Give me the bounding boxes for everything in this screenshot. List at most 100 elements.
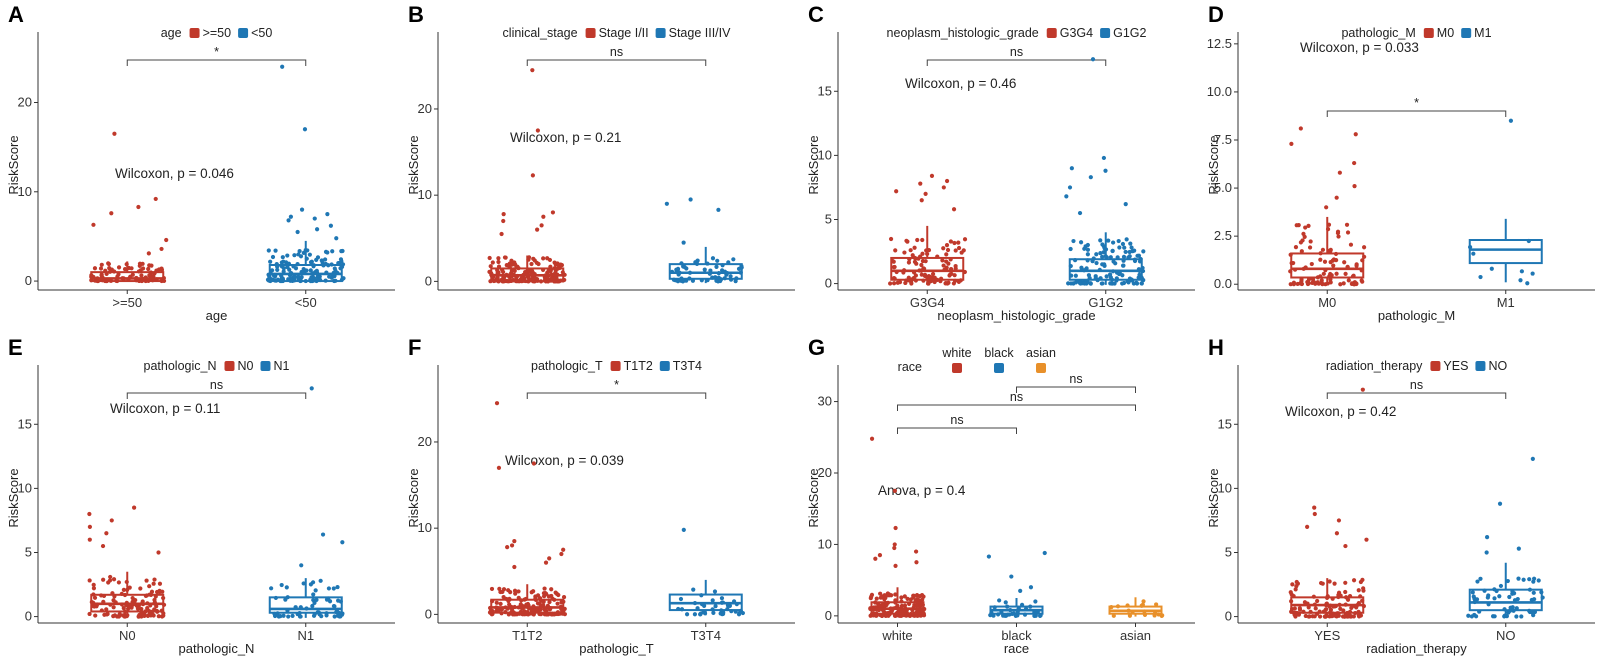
data-point	[501, 269, 506, 275]
data-point	[1106, 238, 1111, 243]
x-tick-label: asian	[1120, 628, 1151, 643]
data-point	[1094, 252, 1099, 257]
data-point	[1299, 249, 1304, 254]
data-point	[1470, 590, 1475, 595]
data-point	[953, 248, 958, 253]
data-point	[912, 259, 918, 265]
data-point	[917, 604, 923, 609]
data-point	[1293, 587, 1298, 592]
data-point	[135, 606, 141, 611]
significance-bracket	[126, 59, 307, 66]
data-point	[98, 266, 104, 271]
box-iqr	[90, 271, 165, 283]
data-point	[502, 255, 508, 260]
data-point	[692, 612, 698, 617]
legend-swatch	[1036, 363, 1046, 373]
box-group-1	[1468, 118, 1543, 286]
data-point	[144, 578, 149, 583]
outlier-point	[512, 539, 517, 544]
data-point	[121, 587, 126, 592]
panel-b: B 0 10 20 RiskScore clinical_stage Stage I/II S…	[406, 2, 795, 291]
box-group-1	[1466, 456, 1545, 619]
data-point	[304, 268, 309, 273]
data-point	[1319, 280, 1324, 285]
y-axis-title: RiskScore	[1206, 468, 1221, 527]
data-point	[898, 613, 904, 618]
data-point	[1141, 599, 1146, 604]
data-point	[1135, 253, 1140, 258]
data-point	[500, 589, 505, 595]
data-point	[713, 604, 718, 609]
significance-label: ns	[1069, 372, 1082, 386]
y-axis-title: RiskScore	[406, 468, 421, 527]
outlier-point	[295, 229, 300, 235]
data-point	[1532, 576, 1537, 581]
legend-swatch	[189, 28, 200, 38]
data-point	[1348, 242, 1354, 247]
y-tick-label: 0	[1225, 609, 1232, 624]
data-point	[512, 268, 517, 273]
outlier-point	[299, 563, 304, 568]
outlier-point	[664, 201, 669, 206]
data-point	[283, 597, 288, 602]
significance-label: ns	[210, 378, 223, 392]
outlier-point	[109, 518, 114, 523]
significance-bracket	[926, 59, 1107, 66]
data-point	[270, 254, 276, 260]
data-point	[296, 274, 301, 279]
outlier-point	[1289, 141, 1294, 146]
outlier-point	[892, 545, 897, 551]
data-point	[1358, 579, 1363, 585]
significance-label: ns	[950, 413, 963, 427]
data-point	[1331, 263, 1336, 268]
panel-letter: D	[1208, 2, 1224, 27]
legend-swatch	[224, 361, 235, 371]
data-point	[1137, 272, 1142, 277]
y-tick-label: 5	[1225, 544, 1232, 559]
data-point	[541, 594, 547, 599]
y-axis-title: RiskScore	[6, 468, 21, 527]
data-point	[1469, 614, 1474, 619]
outlier-point	[1324, 205, 1329, 210]
box-group-0	[1288, 387, 1369, 619]
data-point	[1320, 247, 1326, 252]
outlier-point	[914, 560, 919, 565]
data-point	[1111, 240, 1116, 245]
significance-bracket	[526, 392, 707, 399]
data-point	[531, 589, 536, 594]
data-point	[488, 264, 493, 269]
data-point	[719, 596, 725, 601]
data-point	[326, 586, 332, 591]
data-point	[1322, 259, 1328, 264]
data-point	[1343, 271, 1348, 276]
box-group-2	[1108, 597, 1165, 618]
data-point	[501, 594, 506, 600]
data-point	[949, 271, 954, 277]
data-point	[899, 595, 904, 600]
outlier-point	[1064, 194, 1069, 199]
outlier-point	[951, 207, 957, 212]
data-point	[323, 257, 328, 262]
x-tick-label: G1G2	[1088, 295, 1123, 310]
data-point	[1307, 245, 1313, 250]
y-tick-label: 10	[418, 520, 432, 535]
data-point	[489, 586, 495, 592]
data-point	[319, 258, 324, 263]
significance-bracket	[126, 392, 307, 399]
outlier-point	[923, 191, 928, 196]
data-point	[494, 276, 500, 281]
data-point	[335, 584, 340, 590]
data-point	[1334, 271, 1339, 276]
data-point	[309, 259, 314, 264]
data-point	[308, 268, 313, 273]
data-point	[1294, 584, 1299, 589]
box-group-1	[268, 386, 345, 619]
data-point	[146, 266, 151, 272]
legend-swatch	[994, 363, 1004, 373]
data-point	[1306, 223, 1311, 228]
data-point	[319, 614, 324, 619]
outlier-point	[340, 540, 345, 545]
data-point	[891, 281, 897, 286]
outlier-point	[87, 524, 92, 529]
